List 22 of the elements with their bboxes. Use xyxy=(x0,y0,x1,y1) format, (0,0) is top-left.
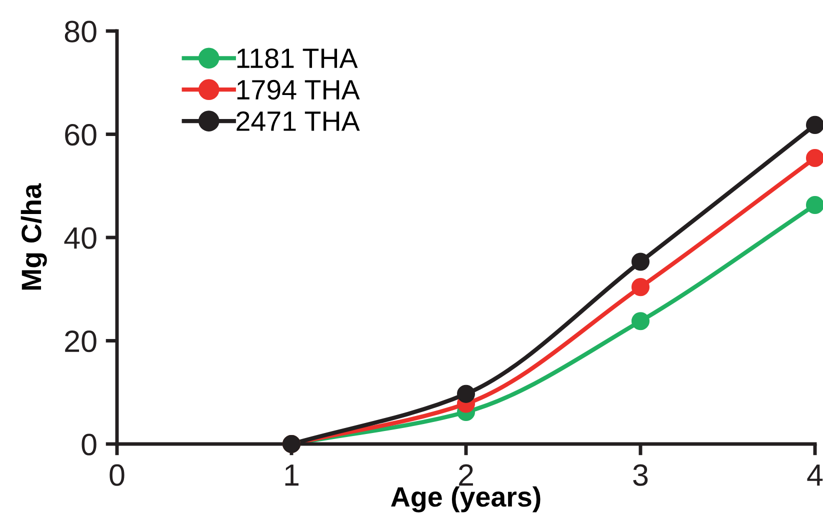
point xyxy=(806,196,823,214)
x-tick-label: 0 xyxy=(110,464,124,486)
y-tick-label: 80 xyxy=(64,20,96,42)
x-tick-label: 4 xyxy=(807,464,823,486)
point xyxy=(631,252,650,271)
y-tick-label: 0 xyxy=(82,434,96,456)
x-tick-label: 2 xyxy=(459,464,473,486)
legend-label: 1794 THA xyxy=(237,80,360,100)
point xyxy=(806,148,823,168)
x-tick-label: 1 xyxy=(285,464,299,486)
point xyxy=(806,116,823,134)
y-tick-label: 20 xyxy=(65,330,96,352)
legend-label: 2471 THA xyxy=(236,111,360,131)
legend-label: 1181 THA xyxy=(237,48,358,68)
y-tick-label: 40 xyxy=(64,227,96,249)
point xyxy=(631,312,650,330)
y-tick-label: 60 xyxy=(65,124,96,146)
y-axis-title: Mg C/ha xyxy=(20,183,47,290)
point xyxy=(456,384,476,403)
x-tick-label: 3 xyxy=(633,464,648,486)
x-axis-title: Age (years) xyxy=(391,486,540,512)
point xyxy=(631,278,650,296)
